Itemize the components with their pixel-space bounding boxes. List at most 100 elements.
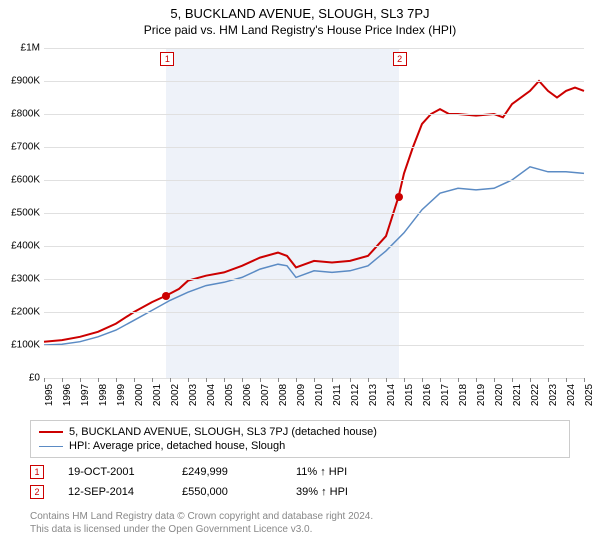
grid-line: [44, 114, 584, 115]
transaction-row: 1 19-OCT-2001 £249,999 11% ↑ HPI: [30, 462, 386, 482]
footnote: Contains HM Land Registry data © Crown c…: [30, 510, 373, 536]
x-axis-label: 2004: [206, 384, 217, 406]
x-tick: [152, 378, 153, 382]
y-axis-label: £1M: [6, 43, 40, 54]
x-tick: [368, 378, 369, 382]
y-axis-label: £100K: [6, 340, 40, 351]
transaction-marker: 2: [30, 485, 44, 499]
x-axis-label: 2021: [512, 384, 523, 406]
x-axis-label: 2009: [296, 384, 307, 406]
x-axis-label: 2020: [494, 384, 505, 406]
x-tick: [530, 378, 531, 382]
page-subtitle: Price paid vs. HM Land Registry's House …: [0, 21, 600, 41]
grid-line: [44, 213, 584, 214]
series-line: [44, 81, 584, 342]
y-axis-label: £0: [6, 373, 40, 384]
grid-line: [44, 345, 584, 346]
x-tick: [62, 378, 63, 382]
y-axis-label: £300K: [6, 274, 40, 285]
x-axis-label: 2017: [440, 384, 451, 406]
legend-label: HPI: Average price, detached house, Slou…: [69, 440, 285, 452]
x-axis-label: 2011: [332, 384, 343, 406]
x-tick: [98, 378, 99, 382]
x-axis-label: 2018: [458, 384, 469, 406]
x-axis-label: 1996: [62, 384, 73, 406]
x-axis-label: 2012: [350, 384, 361, 406]
x-axis-label: 2005: [224, 384, 235, 406]
x-axis-label: 2007: [260, 384, 271, 406]
x-axis-label: 1998: [98, 384, 109, 406]
x-axis-label: 2002: [170, 384, 181, 406]
x-tick: [44, 378, 45, 382]
x-axis-label: 2023: [548, 384, 559, 406]
x-axis-label: 2001: [152, 384, 163, 406]
x-tick: [314, 378, 315, 382]
transaction-delta: 39% ↑ HPI: [296, 486, 386, 498]
chart-point: [162, 292, 170, 300]
legend-item: 5, BUCKLAND AVENUE, SLOUGH, SL3 7PJ (det…: [39, 425, 561, 439]
line-chart: £0£100K£200K£300K£400K£500K£600K£700K£80…: [44, 48, 584, 379]
grid-line: [44, 48, 584, 49]
x-axis-label: 2003: [188, 384, 199, 406]
y-axis-label: £500K: [6, 208, 40, 219]
x-tick: [296, 378, 297, 382]
legend-swatch: [39, 446, 63, 447]
x-axis-label: 2016: [422, 384, 433, 406]
x-axis-label: 1995: [44, 384, 55, 406]
x-tick: [350, 378, 351, 382]
x-tick: [260, 378, 261, 382]
chart-marker: 2: [393, 52, 407, 66]
grid-line: [44, 246, 584, 247]
x-axis-label: 2000: [134, 384, 145, 406]
x-tick: [188, 378, 189, 382]
y-axis-label: £800K: [6, 109, 40, 120]
y-axis-label: £400K: [6, 241, 40, 252]
transaction-date: 19-OCT-2001: [68, 466, 158, 478]
transaction-row: 2 12-SEP-2014 £550,000 39% ↑ HPI: [30, 482, 386, 502]
chart-point: [395, 193, 403, 201]
x-tick: [584, 378, 585, 382]
x-tick: [512, 378, 513, 382]
transaction-delta: 11% ↑ HPI: [296, 466, 386, 478]
x-tick: [476, 378, 477, 382]
grid-line: [44, 81, 584, 82]
x-axis-label: 2008: [278, 384, 289, 406]
x-tick: [80, 378, 81, 382]
x-tick: [242, 378, 243, 382]
x-tick: [278, 378, 279, 382]
transaction-marker: 1: [30, 465, 44, 479]
y-axis-label: £700K: [6, 142, 40, 153]
x-tick: [548, 378, 549, 382]
x-tick: [332, 378, 333, 382]
x-axis-label: 2025: [584, 384, 595, 406]
grid-line: [44, 147, 584, 148]
x-tick: [224, 378, 225, 382]
x-axis-label: 2013: [368, 384, 379, 406]
x-tick: [170, 378, 171, 382]
transactions-table: 1 19-OCT-2001 £249,999 11% ↑ HPI 2 12-SEP-201…: [30, 462, 386, 502]
legend-label: 5, BUCKLAND AVENUE, SLOUGH, SL3 7PJ (det…: [69, 426, 377, 438]
grid-line: [44, 312, 584, 313]
x-tick: [440, 378, 441, 382]
legend: 5, BUCKLAND AVENUE, SLOUGH, SL3 7PJ (det…: [30, 420, 570, 458]
x-axis-label: 1999: [116, 384, 127, 406]
x-tick: [494, 378, 495, 382]
legend-item: HPI: Average price, detached house, Slou…: [39, 439, 561, 453]
transaction-price: £550,000: [182, 486, 272, 498]
y-axis-label: £200K: [6, 307, 40, 318]
x-axis-label: 1997: [80, 384, 91, 406]
grid-line: [44, 279, 584, 280]
x-axis-label: 2014: [386, 384, 397, 406]
chart-marker: 1: [160, 52, 174, 66]
x-tick: [422, 378, 423, 382]
x-tick: [404, 378, 405, 382]
x-axis-label: 2015: [404, 384, 415, 406]
x-tick: [206, 378, 207, 382]
transaction-price: £249,999: [182, 466, 272, 478]
x-tick: [116, 378, 117, 382]
x-tick: [458, 378, 459, 382]
transaction-date: 12-SEP-2014: [68, 486, 158, 498]
x-axis-label: 2019: [476, 384, 487, 406]
x-tick: [566, 378, 567, 382]
footnote-line: Contains HM Land Registry data © Crown c…: [30, 510, 373, 523]
